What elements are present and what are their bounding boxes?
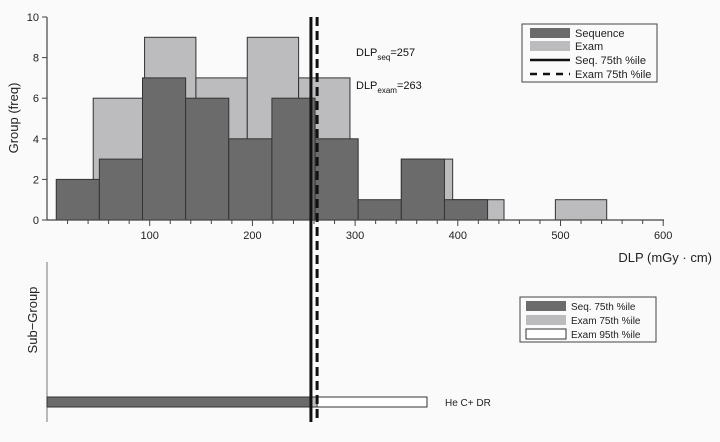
y-tick-label: 0 [33, 215, 39, 227]
x-tick-label: 200 [243, 230, 261, 242]
legend-label-exam-75th: Exam 75th %ile [575, 69, 651, 81]
y-tick-label: 6 [33, 93, 39, 105]
sequence-bar [400, 158, 445, 221]
y-tick-label: 10 [27, 12, 39, 24]
subgroup-row-label: He C+ DR [445, 398, 491, 409]
top-legend: Sequence Exam Seq. 75th %ile Exam 75th %… [521, 23, 658, 83]
sequence-bars [55, 77, 489, 221]
annotation-dlp-seq: DLPseq=257 [356, 47, 415, 62]
y-ticks: 0 2 4 6 8 10 [27, 12, 47, 227]
x-tick-label: 500 [551, 230, 569, 242]
sequence-bar [98, 158, 144, 221]
legend-swatch-exam-95th-bar [525, 328, 567, 340]
x-ticks: 100 200 300 400 500 600 [67, 220, 672, 242]
x-tick-label: 100 [141, 230, 159, 242]
sequence-bar [142, 77, 187, 221]
y-tick-label: 4 [33, 134, 39, 146]
y-tick-label: 8 [33, 53, 39, 65]
x-tick-label: 400 [449, 230, 467, 242]
legend-label-exam-95th-bar: Exam 95th %ile [571, 330, 641, 341]
sequence-bar [443, 199, 489, 221]
legend-label-sequence: Sequence [575, 28, 625, 40]
x-tick-label: 600 [654, 230, 672, 242]
legend-label-exam: Exam [575, 41, 603, 53]
bottom-legend: Seq. 75th %ile Exam 75th %ile Exam 95th … [519, 296, 657, 343]
legend-swatch-seq-75th-bar [526, 301, 566, 311]
x-axis-title: DLP (mGy · cm) [618, 250, 712, 265]
sequence-bar [271, 97, 316, 221]
sequence-bar [55, 178, 100, 221]
exam-bar [554, 199, 608, 221]
bottom-y-axis-title: Sub−Group [25, 287, 40, 354]
legend-swatch-exam [530, 41, 570, 51]
sequence-bar [314, 138, 359, 221]
legend-label-exam-75th-bar: Exam 75th %ile [571, 316, 641, 327]
range-bar-seq-75th-ile [46, 396, 312, 408]
bottom-panel: Sub−Group He C+ DR Seq. 75th %ile Exam 7… [25, 262, 657, 422]
legend-label-seq-75th-bar: Seq. 75th %ile [571, 302, 636, 313]
sequence-bar [228, 138, 273, 221]
reference-lines [309, 17, 319, 422]
sequence-bar [357, 199, 402, 221]
annotation-dlp-exam: DLPexam=263 [356, 80, 422, 95]
y-tick-label: 2 [33, 174, 39, 186]
y-axis-title: Group (freq) [6, 83, 21, 154]
legend-swatch-exam-75th-bar [526, 315, 566, 325]
legend-label-seq-75th: Seq. 75th %ile [575, 55, 646, 67]
x-tick-label: 300 [346, 230, 364, 242]
subgroup-range-bars [46, 396, 428, 408]
sequence-bar [185, 97, 230, 221]
legend-swatch-sequence [530, 28, 570, 38]
